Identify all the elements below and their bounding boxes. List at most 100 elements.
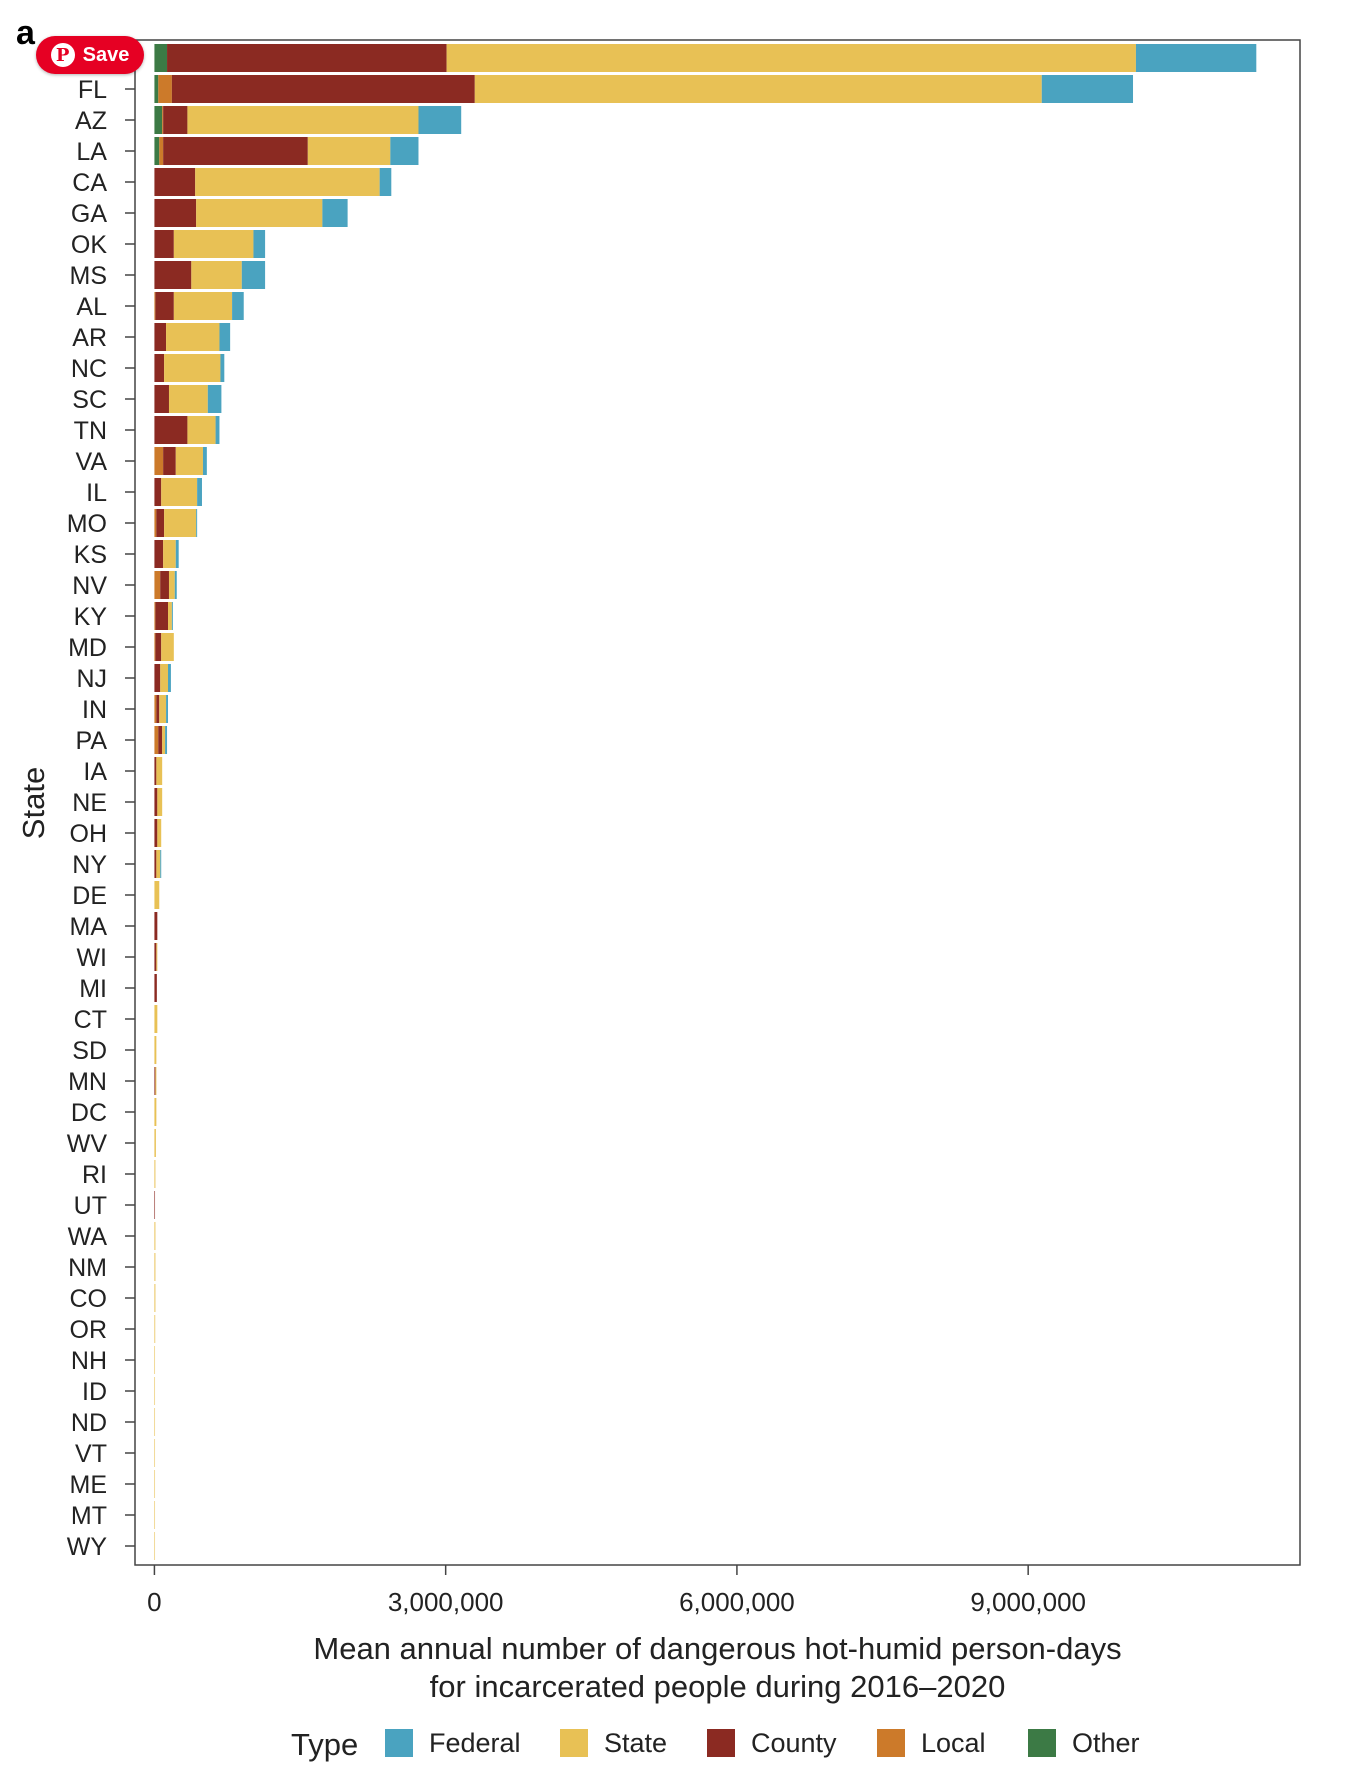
bar-segment [171, 602, 173, 630]
y-tick-label: IL [86, 479, 107, 507]
bar-segment [154, 1501, 156, 1529]
bar-segment [168, 571, 175, 599]
legend-item-other: Other [1028, 1725, 1140, 1761]
panel-letter: a [16, 14, 35, 52]
x-axis-title: Mean annual number of dangerous hot-humi… [135, 1630, 1300, 1706]
y-tick-label: FL [78, 76, 107, 104]
bar-segment [446, 44, 1136, 72]
bar-segment [154, 881, 160, 909]
bar-segment [418, 106, 462, 134]
pinterest-save-button[interactable]: P Save [36, 36, 144, 74]
legend-item-federal: Federal [385, 1725, 521, 1761]
bar-segment [219, 323, 231, 351]
bar-segment [154, 261, 192, 289]
bar-segment [165, 726, 168, 754]
bar-segment [322, 199, 348, 227]
bar-segment [160, 850, 162, 878]
legend-label-other: Other [1072, 1727, 1140, 1758]
y-tick-label: TN [74, 417, 107, 445]
bar-segment [157, 788, 163, 816]
legend-swatch-state [560, 1729, 588, 1757]
bar-segment [154, 323, 167, 351]
y-tick-label: NC [71, 355, 107, 383]
bar-segment [163, 540, 176, 568]
bar-segment [195, 168, 380, 196]
bar-segment [154, 757, 157, 785]
bar-segment [154, 1408, 156, 1436]
y-tick-label: SC [72, 386, 107, 414]
y-tick-label: OR [70, 1316, 108, 1344]
legend-item-state: State [560, 1725, 667, 1761]
bar-segment [161, 478, 198, 506]
y-tick-label: MT [71, 1502, 107, 1530]
bar-segment [197, 478, 202, 506]
legend-item-county: County [707, 1725, 837, 1761]
y-tick-label: DE [72, 882, 107, 910]
legend-swatch-local [877, 1729, 905, 1757]
y-tick-label: DC [71, 1099, 107, 1127]
y-tick-label: MA [70, 913, 108, 941]
y-tick-label: MD [68, 634, 107, 662]
bar-segment [168, 664, 171, 692]
y-tick-label: PA [76, 727, 108, 755]
y-axis: FL AZ LA CA GA OK MS AL AR NC SC TN VA IL MO KS NV KY MD NJ… [67, 57, 135, 1561]
bar-segment [154, 1191, 156, 1219]
y-tick-label: RI [82, 1161, 107, 1189]
bar-segment [154, 633, 156, 661]
bar-segment [154, 447, 164, 475]
bar-segment [154, 819, 158, 847]
bar-segment [196, 199, 323, 227]
y-tick-label: WY [67, 1533, 108, 1561]
bar-segment [154, 75, 159, 103]
bar-segment [155, 602, 169, 630]
bar-segment [154, 292, 156, 320]
y-tick-label: UT [74, 1192, 107, 1220]
bar-segment [1041, 75, 1134, 103]
y-tick-label: WV [67, 1130, 108, 1158]
y-tick-label: NH [71, 1347, 107, 1375]
bar-segment [168, 602, 172, 630]
bar-segment [379, 168, 392, 196]
bar-segment [154, 788, 158, 816]
bar-segment [207, 385, 222, 413]
y-tick-label: VA [76, 448, 108, 476]
legend: Type Federal State County Local Other [0, 1725, 1350, 1765]
bar-segment [307, 137, 391, 165]
x-tick-label: 9,000,000 [970, 1587, 1086, 1617]
legend-label-state: State [604, 1727, 668, 1758]
bar-segment [154, 850, 157, 878]
legend-label-county: County [751, 1727, 837, 1758]
y-tick-label: SD [72, 1037, 107, 1065]
bar-segment [162, 726, 166, 754]
y-tick-label: IA [83, 758, 107, 786]
y-tick-label: OH [70, 820, 108, 848]
bar-segment [154, 974, 157, 1002]
y-tick-label: NV [72, 572, 107, 600]
legend-swatch-county [707, 1729, 735, 1757]
legend-label-local: Local [921, 1727, 986, 1758]
y-tick-label: NJ [76, 665, 107, 693]
x-axis-title-line-2: for incarcerated people during 2016–2020 [429, 1669, 1006, 1704]
bar-segment [474, 75, 1042, 103]
bar-segment [154, 602, 156, 630]
y-tick-label: AR [72, 324, 107, 352]
bar-segment [171, 75, 475, 103]
legend-swatch-other [1028, 1729, 1056, 1757]
bar-segment [220, 354, 225, 382]
y-tick-label: CT [74, 1006, 107, 1034]
y-tick-label: AZ [75, 107, 107, 135]
bar-segment [187, 106, 419, 134]
bar-segment [154, 1098, 157, 1126]
bar-segment [154, 695, 157, 723]
bar-segment [154, 1377, 156, 1405]
bar-segment [154, 726, 159, 754]
bar-segment [154, 912, 158, 940]
y-tick-label: LA [76, 138, 107, 166]
y-axis-title: State [16, 767, 51, 839]
bar-segment [196, 509, 198, 537]
bar-segment [154, 478, 162, 506]
bar-segment [154, 230, 174, 258]
bar-segment [232, 292, 244, 320]
x-axis: 0 3,000,000 6,000,000 9,000,000 [147, 1565, 1086, 1617]
